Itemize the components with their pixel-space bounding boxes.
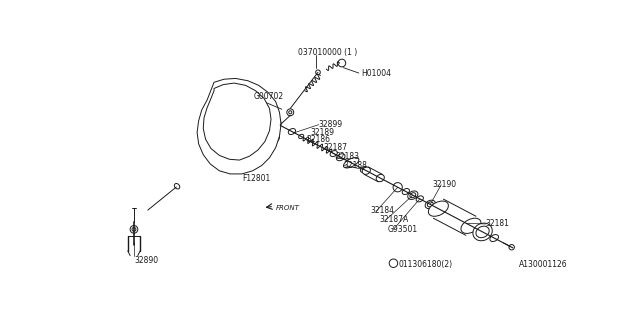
Text: 32187: 32187 xyxy=(323,143,348,152)
Text: H01004: H01004 xyxy=(361,69,391,78)
Ellipse shape xyxy=(330,151,337,156)
Circle shape xyxy=(509,244,515,250)
Text: 32899: 32899 xyxy=(319,120,343,129)
Text: G93501: G93501 xyxy=(387,225,417,234)
Ellipse shape xyxy=(473,223,492,241)
Ellipse shape xyxy=(344,157,359,168)
Ellipse shape xyxy=(461,218,481,233)
Circle shape xyxy=(393,183,403,192)
Text: A130001126: A130001126 xyxy=(519,260,568,269)
Circle shape xyxy=(389,259,397,268)
Ellipse shape xyxy=(416,196,424,202)
Text: FRONT: FRONT xyxy=(276,205,300,211)
Circle shape xyxy=(289,111,292,114)
Polygon shape xyxy=(204,83,271,160)
Circle shape xyxy=(271,134,276,140)
Text: 32190: 32190 xyxy=(432,180,456,189)
Ellipse shape xyxy=(408,191,418,199)
Circle shape xyxy=(276,122,280,124)
Text: B: B xyxy=(391,261,396,266)
Circle shape xyxy=(316,70,320,75)
Ellipse shape xyxy=(410,193,416,198)
Polygon shape xyxy=(197,78,281,174)
Ellipse shape xyxy=(376,174,385,182)
Ellipse shape xyxy=(346,159,355,166)
Text: 011306180(2): 011306180(2) xyxy=(399,260,453,269)
Text: 32183: 32183 xyxy=(336,152,360,161)
Circle shape xyxy=(338,59,346,67)
Ellipse shape xyxy=(337,154,345,161)
Text: 32184: 32184 xyxy=(371,206,394,215)
Ellipse shape xyxy=(402,188,410,195)
Text: 32187A: 32187A xyxy=(380,215,409,225)
Circle shape xyxy=(130,226,138,233)
Circle shape xyxy=(275,120,281,126)
Text: 32188: 32188 xyxy=(344,161,367,170)
Circle shape xyxy=(287,109,294,116)
Ellipse shape xyxy=(476,226,489,238)
Ellipse shape xyxy=(428,201,449,216)
Ellipse shape xyxy=(299,134,304,139)
Text: 32181: 32181 xyxy=(486,219,509,228)
Circle shape xyxy=(269,132,280,142)
Text: G00702: G00702 xyxy=(254,92,284,100)
Ellipse shape xyxy=(362,167,371,174)
Ellipse shape xyxy=(360,166,367,172)
Text: 037010000 (1 ): 037010000 (1 ) xyxy=(298,48,357,57)
Text: 32186: 32186 xyxy=(307,135,330,144)
Ellipse shape xyxy=(428,202,433,207)
Ellipse shape xyxy=(490,235,499,242)
Text: F12801: F12801 xyxy=(243,174,271,183)
Ellipse shape xyxy=(174,183,180,189)
Text: 32890: 32890 xyxy=(134,256,158,265)
Text: 32189: 32189 xyxy=(310,128,334,137)
Ellipse shape xyxy=(425,200,435,209)
Circle shape xyxy=(132,228,136,231)
Ellipse shape xyxy=(288,129,296,134)
